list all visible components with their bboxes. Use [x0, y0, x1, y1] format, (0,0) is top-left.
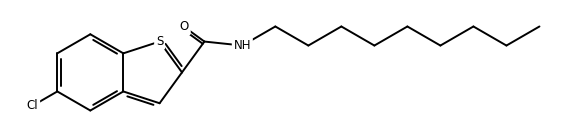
- Text: O: O: [180, 21, 189, 33]
- Text: S: S: [156, 35, 163, 48]
- Text: Cl: Cl: [27, 99, 38, 112]
- Text: NH: NH: [233, 39, 251, 52]
